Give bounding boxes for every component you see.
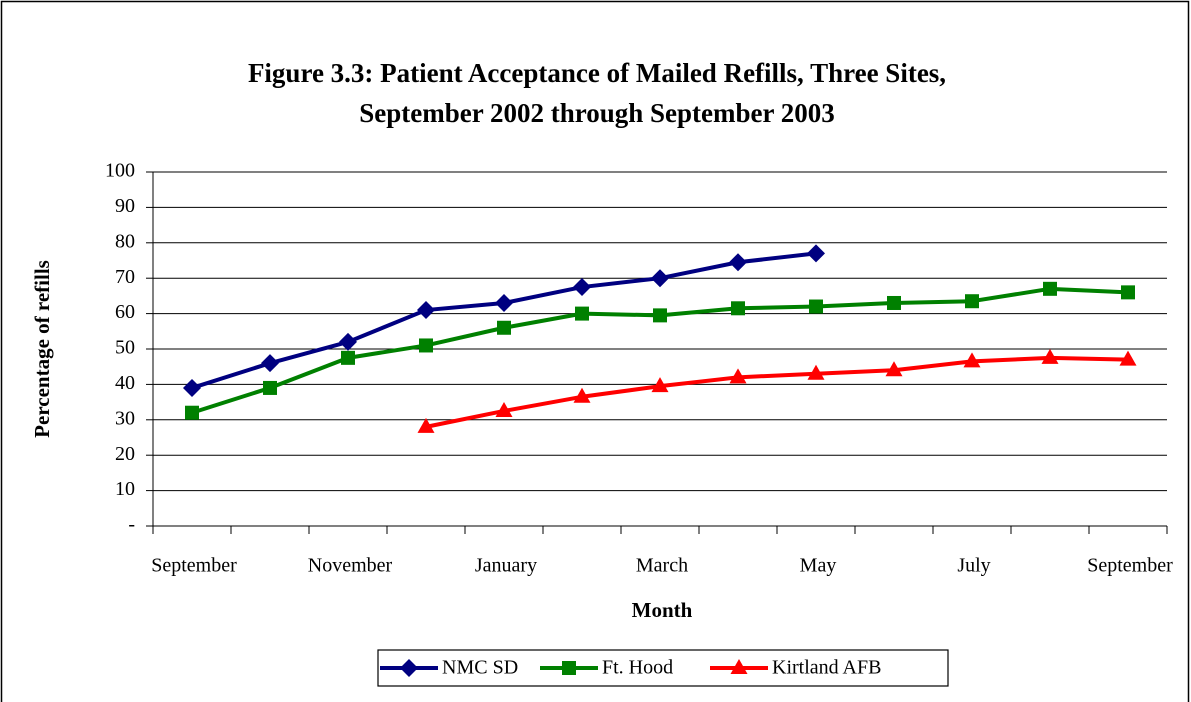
data-point [495, 401, 513, 417]
chart-title: Figure 3.3: Patient Acceptance of Mailed… [248, 58, 946, 88]
data-point [183, 378, 201, 397]
y-tick-label: 70 [115, 266, 135, 288]
x-tick-label: March [636, 555, 688, 577]
data-point [419, 338, 433, 353]
data-point [807, 244, 825, 263]
y-tick-label: - [128, 514, 135, 536]
data-point [729, 253, 747, 272]
data-point [185, 405, 199, 420]
data-point [261, 354, 279, 373]
x-tick-label: September [1087, 555, 1173, 577]
series-line [425, 355, 1129, 429]
data-point [885, 361, 903, 377]
data-point [417, 301, 435, 320]
chart-title: September 2002 through September 2003 [359, 98, 835, 128]
data-point [729, 368, 747, 384]
data-point [963, 352, 981, 368]
data-point [1043, 281, 1057, 296]
x-tick-label: July [957, 555, 990, 577]
y-tick-label: 100 [105, 160, 135, 182]
data-point [809, 299, 823, 314]
data-point [263, 380, 277, 395]
data-point [339, 332, 357, 351]
legend-label: Ft. Hood [602, 657, 673, 679]
legend-label: NMC SD [442, 657, 518, 679]
series-line [191, 286, 1129, 415]
y-axis-title: Percentage of refills [30, 260, 54, 438]
data-point [653, 308, 667, 323]
data-point [651, 377, 669, 393]
data-point [965, 294, 979, 309]
legend-label: Kirtland AFB [772, 657, 881, 679]
data-point [807, 364, 825, 380]
data-point [731, 301, 745, 316]
data-point [1121, 285, 1135, 300]
y-tick-label: 90 [115, 195, 135, 217]
y-tick-label: 50 [115, 337, 135, 359]
data-point [573, 278, 591, 297]
x-tick-label: September [151, 555, 237, 577]
x-tick-label: January [475, 555, 537, 577]
legend-marker [730, 659, 748, 674]
data-point [651, 269, 669, 288]
data-point [1119, 350, 1137, 366]
series-line [191, 251, 817, 390]
data-point [341, 350, 355, 365]
data-point [495, 293, 513, 312]
data-point [575, 306, 589, 321]
legend-marker [562, 661, 576, 675]
y-tick-label: 40 [115, 372, 135, 394]
x-tick-label: November [308, 555, 393, 577]
y-tick-label: 30 [115, 407, 135, 429]
legend-marker [400, 659, 418, 677]
x-tick-label: May [800, 555, 837, 577]
data-point [417, 417, 435, 433]
y-tick-label: 60 [115, 301, 135, 323]
legend-box [377, 649, 949, 687]
data-point [497, 320, 511, 335]
data-point [1041, 348, 1059, 364]
y-tick-label: 80 [115, 230, 135, 252]
data-point [887, 295, 901, 310]
y-tick-label: 10 [115, 478, 135, 500]
y-tick-label: 20 [115, 443, 135, 465]
data-point [573, 387, 591, 403]
x-axis-title: Month [632, 598, 693, 622]
